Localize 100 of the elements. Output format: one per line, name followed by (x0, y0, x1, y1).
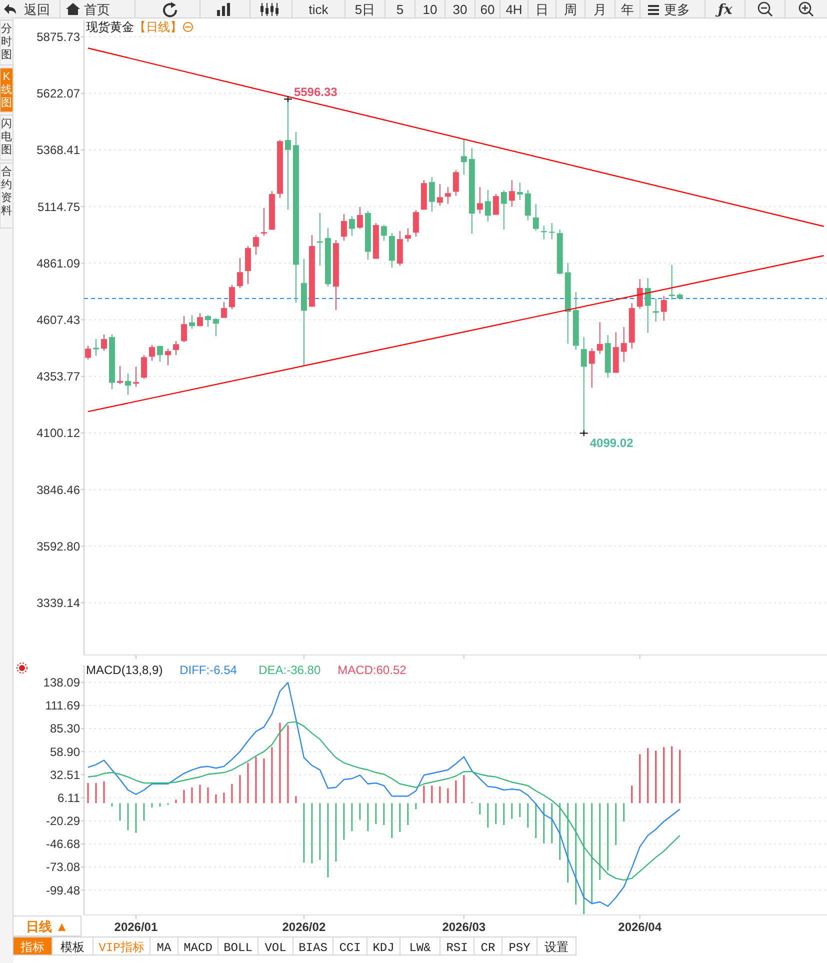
candlestick (260, 207, 267, 236)
candlestick (85, 345, 91, 360)
chart-subtitle: 【日线】 (134, 20, 182, 34)
text: CR (480, 941, 496, 955)
candlestick (428, 176, 435, 212)
y-tick-label: 3592.80 (36, 539, 80, 554)
candlestick (148, 344, 155, 362)
candlestick (636, 278, 643, 310)
candlestick (652, 298, 659, 322)
text: 闪电图 (1, 118, 12, 156)
text: 周 (564, 2, 577, 17)
candlestick (644, 278, 651, 334)
annotation: 5596.33 (294, 85, 338, 100)
candlestick (436, 183, 443, 206)
text: 30 (452, 2, 468, 17)
y-tick-label: 4353.77 (36, 370, 80, 384)
candlestick (244, 246, 251, 285)
text: 5日 (354, 2, 376, 17)
candlestick (444, 186, 451, 204)
candlestick (588, 348, 595, 388)
candlestick (492, 194, 499, 216)
text: 首页 (84, 2, 110, 17)
text: RSI (446, 941, 468, 955)
candlestick (508, 179, 515, 208)
candlestick (156, 345, 163, 362)
text: 设置 (544, 941, 568, 955)
candlestick (228, 284, 235, 310)
text: tick (308, 2, 329, 17)
candlestick (116, 366, 123, 385)
text: 5 (396, 2, 404, 17)
text: K线图 (1, 71, 12, 109)
candlestick (164, 348, 171, 366)
text: CCI (339, 941, 361, 955)
y-tick-label: 5875.73 (36, 30, 80, 44)
candlestick (196, 312, 203, 327)
text: 月 (594, 2, 606, 17)
text: MA (156, 941, 172, 955)
candlestick (476, 186, 483, 214)
text: BOLL (224, 941, 252, 955)
text: 分时图 (1, 23, 12, 61)
y-tick-label: 58.90 (50, 744, 80, 759)
chart-title: 现货黄金 (86, 20, 134, 34)
y-tick-label: 85.30 (50, 722, 80, 736)
line-series (87, 682, 680, 907)
annotation: 4099.02 (590, 436, 634, 450)
candlestick (236, 258, 243, 289)
text: MACD:60.52 (338, 663, 407, 677)
candlestick (356, 206, 363, 230)
candlestick (212, 318, 219, 337)
text: PSY (508, 941, 530, 955)
text: VIP指标 (98, 941, 144, 955)
y-tick-label: -46.68 (46, 837, 80, 852)
y-tick-label: -20.29 (46, 814, 80, 828)
candlestick (180, 316, 187, 343)
y-tick-label: 5114.75 (38, 200, 80, 214)
candlestick (460, 138, 467, 176)
candlestick (188, 314, 195, 330)
y-tick-label: 111.69 (45, 698, 80, 713)
candlestick (140, 354, 147, 380)
text: 返回 (24, 2, 50, 17)
text: VOL (264, 941, 286, 955)
candlestick (500, 190, 507, 230)
candlestick (252, 234, 259, 256)
x-tick-label: 2026/03 (442, 920, 486, 934)
candlestick (220, 302, 227, 318)
candlestick (124, 372, 131, 396)
candlestick (660, 295, 667, 322)
y-tick-label: 5622.07 (36, 86, 80, 101)
chart-title: MACD(13,8,9) (86, 663, 163, 677)
candlestick (348, 216, 355, 236)
text: ƒx (714, 2, 733, 18)
line-series (87, 721, 680, 881)
y-tick-label: 4861.09 (36, 256, 80, 270)
y-tick-label: 32.51 (50, 768, 80, 782)
candlestick (92, 338, 99, 356)
text: 合约资料 (1, 165, 12, 217)
candlestick (524, 190, 531, 221)
y-tick-label: -99.48 (46, 883, 80, 898)
x-tick-label: 2026/02 (282, 920, 326, 934)
candlestick (404, 228, 411, 242)
y-tick-label: 4100.12 (36, 426, 80, 440)
y-tick-label: 4607.43 (36, 312, 80, 327)
candlestick (668, 264, 675, 300)
text: KDJ (372, 941, 394, 955)
candlestick (412, 210, 419, 238)
text: 日 (536, 2, 548, 17)
candlestick (380, 224, 387, 242)
text: 模板 (60, 941, 84, 955)
candlestick (484, 190, 491, 222)
candlestick (620, 326, 627, 362)
candlestick (172, 340, 179, 356)
y-tick-label: 138.09 (43, 676, 80, 690)
text: MACD (184, 941, 212, 955)
y-tick-label: 6.11 (58, 790, 80, 805)
text: DIFF:-6.54 (180, 663, 238, 677)
x-tick-label: 2026/04 (618, 920, 662, 934)
candlestick (516, 182, 523, 201)
y-tick-label: -73.08 (46, 860, 80, 874)
y-tick-label: 5368.41 (36, 143, 80, 158)
text: 更多 (664, 2, 690, 17)
